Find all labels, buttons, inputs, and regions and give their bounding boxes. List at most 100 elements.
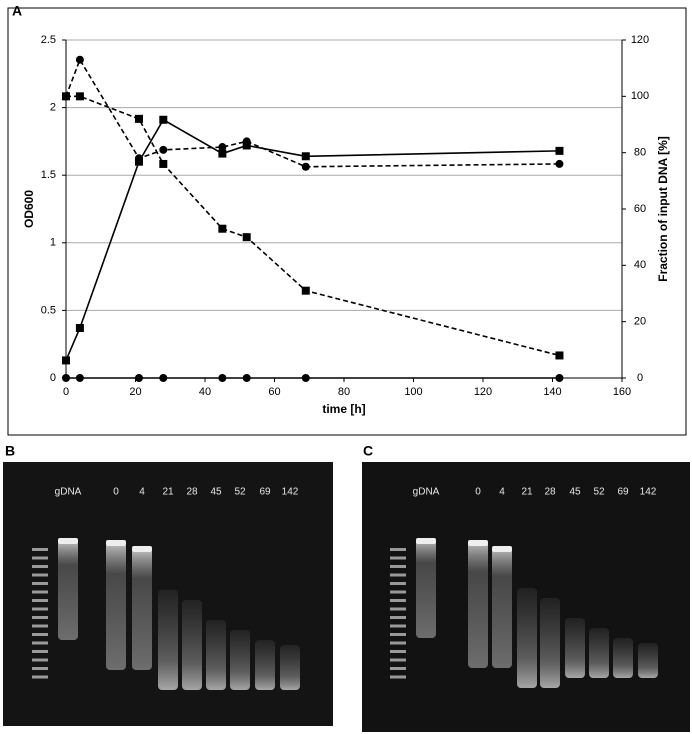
marker	[555, 351, 564, 360]
marker	[301, 286, 310, 295]
y-tick-label: 1.5	[41, 169, 56, 181]
ladder-band	[390, 675, 406, 679]
lane-label: 52	[234, 487, 246, 498]
ladder-band	[32, 633, 48, 636]
marker	[159, 115, 168, 124]
ladder-band	[32, 565, 48, 568]
marker	[134, 114, 143, 123]
marker	[242, 233, 251, 242]
ladder-band	[390, 641, 406, 645]
y-tick-label: 2.5	[41, 34, 56, 46]
lane-label: 69	[259, 487, 271, 498]
ladder-band	[390, 599, 406, 602]
gel-smear	[158, 590, 178, 690]
marker	[555, 374, 564, 382]
x-tick-label: 160	[613, 386, 631, 398]
y2-tick-label: 120	[631, 34, 649, 46]
ladder-band	[32, 548, 48, 551]
y2-tick-label: 0	[637, 372, 643, 384]
x-tick-label: 120	[474, 386, 492, 398]
lane-label: 21	[521, 487, 533, 498]
gel-smear	[106, 542, 126, 670]
y2-tick-label: 60	[634, 203, 646, 215]
gel-band	[58, 538, 78, 544]
ladder-band	[32, 599, 48, 602]
ladder-band	[32, 556, 48, 560]
gel-smear	[492, 546, 512, 668]
x-tick-label: 60	[268, 386, 280, 398]
marker	[218, 149, 227, 158]
marker	[555, 146, 564, 155]
ladder-band	[32, 650, 48, 653]
marker	[218, 224, 227, 233]
x-tick-label: 0	[63, 386, 69, 398]
marker	[218, 374, 227, 382]
gel-smear	[517, 588, 537, 688]
ladder-band	[390, 582, 406, 585]
y2-tick-label: 20	[634, 316, 646, 328]
ladder-band	[32, 675, 48, 679]
lane-label: 21	[162, 487, 174, 498]
lane-label: 142	[282, 487, 299, 498]
ladder-band	[32, 573, 48, 577]
ladder-band	[32, 616, 48, 619]
ladder-band	[390, 556, 406, 560]
lane-label: 28	[544, 487, 556, 498]
ladder-band	[390, 658, 406, 662]
y-tick-label: 2	[50, 102, 56, 114]
lane-label: 45	[210, 487, 222, 498]
y2-tick-label: 80	[634, 147, 646, 159]
x-axis-title: time [h]	[322, 402, 365, 416]
gel-smear	[565, 618, 585, 678]
y-tick-label: 1	[50, 237, 56, 249]
gel-smear	[182, 600, 202, 690]
lane-label: 142	[640, 487, 657, 498]
lane-label: 0	[475, 487, 481, 498]
marker	[75, 323, 84, 332]
gel-band	[492, 546, 512, 552]
gel-smear	[638, 643, 658, 678]
y2-tick-label: 40	[634, 259, 646, 271]
lane-label: 4	[139, 487, 145, 498]
marker	[242, 141, 251, 150]
lane-label: 28	[186, 487, 198, 498]
marker	[134, 154, 143, 163]
panel-label: A	[12, 3, 22, 19]
ladder-band	[390, 667, 406, 670]
ladder-band	[390, 573, 406, 577]
series-line	[65, 57, 560, 168]
panel-frame	[7, 7, 687, 436]
gel-band	[468, 540, 488, 546]
gel-smear	[280, 645, 300, 690]
marker	[159, 159, 168, 168]
gel-smear	[132, 548, 152, 670]
gel-band	[416, 538, 436, 544]
marker	[75, 92, 84, 101]
ladder-band	[32, 582, 48, 585]
panel-label: C	[363, 443, 373, 459]
ladder-band	[32, 590, 48, 594]
y-tick-label: 0	[50, 372, 56, 384]
marker	[555, 159, 564, 168]
y2-axis-title: Fraction of input DNA [%]	[656, 136, 670, 282]
ladder-band	[390, 624, 406, 628]
gel-smear	[613, 638, 633, 678]
ladder-band	[32, 624, 48, 628]
marker	[62, 356, 70, 365]
marker	[75, 55, 84, 64]
marker	[218, 143, 227, 152]
gel-smear	[255, 640, 275, 690]
gel-smear	[230, 630, 250, 690]
series-line	[66, 95, 560, 357]
ladder-band	[390, 565, 406, 568]
x-tick-label: 140	[543, 386, 561, 398]
lane-label: 52	[593, 487, 605, 498]
ladder-band	[390, 607, 406, 611]
ladder-band	[32, 641, 48, 645]
marker	[134, 374, 143, 382]
gel-smear	[468, 540, 488, 668]
panel-label: B	[5, 443, 15, 459]
y-axis-title: OD600	[22, 190, 36, 228]
ladder-band	[390, 590, 406, 594]
